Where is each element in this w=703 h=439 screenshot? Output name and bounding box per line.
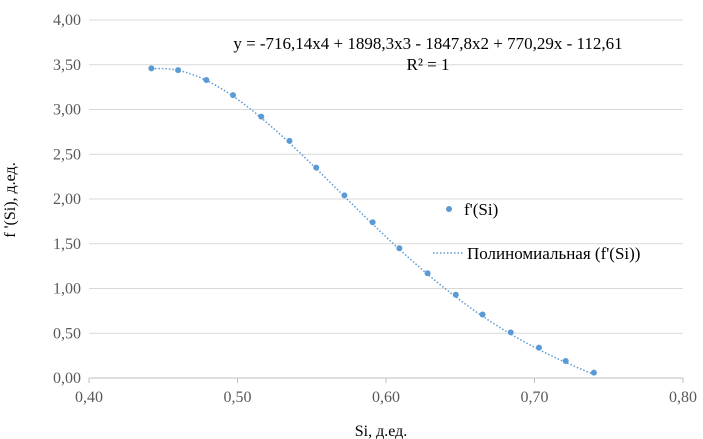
axes [88,377,684,383]
data-point [424,270,431,277]
x-tick-label: 0,80 [669,389,697,406]
y-tick-label: 2,50 [53,146,81,163]
data-point [286,137,293,144]
data-points [148,65,597,376]
y-tick-label: 1,50 [53,236,81,253]
data-point [562,357,569,364]
data-point [258,113,265,120]
legend-label-series: f'(Si) [464,200,498,219]
legend: f'(Si) Полиномиальная (f'(Si)) [433,200,640,263]
data-point [148,65,155,72]
y-tick-label: 0,50 [53,325,81,342]
x-tick-labels: 0,40 0,50 0,60 0,70 0,80 [75,389,697,406]
data-point [203,76,210,83]
legend-marker-series [446,206,452,212]
equation-label: y = -716,14x4 + 1898,3x3 - 1847,8x2 + 77… [233,34,622,53]
data-point [341,192,348,199]
y-tick-label: 0,00 [53,370,81,387]
x-tick-label: 0,50 [224,389,252,406]
y-tick-label: 2,00 [53,191,81,208]
data-point [313,164,320,171]
gridlines [89,19,683,334]
data-point [535,344,542,351]
x-tick-label: 0,70 [521,389,549,406]
y-axis-title: f '(Si), д.ед. [2,162,19,237]
data-point [369,219,376,226]
data-point [230,92,237,99]
data-point [396,245,403,252]
r-squared-label: R² = 1 [406,55,449,74]
data-point [479,311,486,318]
data-point [590,369,597,376]
legend-label-trendline: Полиномиальная (f'(Si)) [467,244,640,263]
x-tick-label: 0,40 [75,389,103,406]
data-point [175,67,182,74]
data-point [452,291,459,298]
y-tick-label: 3,50 [53,57,81,74]
x-axis-title: Si, д.ед. [355,423,408,439]
data-point [507,329,514,336]
y-tick-label: 4,00 [53,12,81,29]
y-tick-labels: 0,00 0,50 1,00 1,50 2,00 2,50 3,00 3,50 4,00 [53,12,81,387]
y-tick-label: 3,00 [53,102,81,119]
x-tick-label: 0,60 [372,389,400,406]
y-tick-label: 1,00 [53,281,81,298]
